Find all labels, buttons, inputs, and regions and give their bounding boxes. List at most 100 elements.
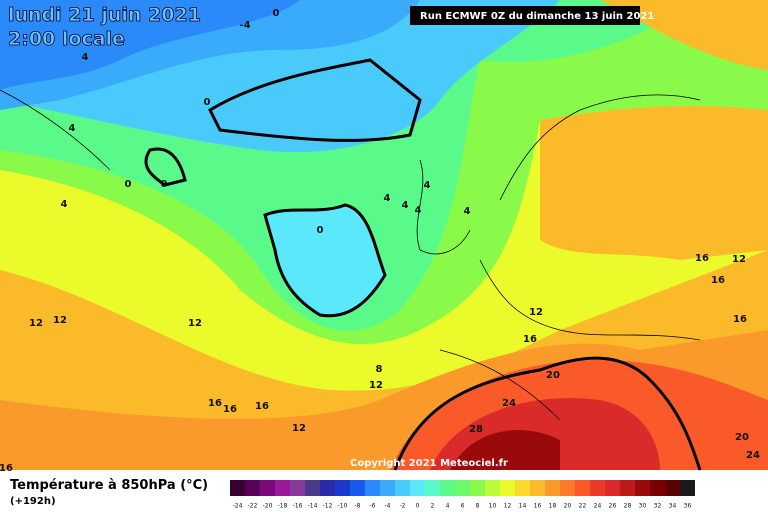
contour-label: 16 bbox=[223, 404, 237, 415]
contour-label: 16 bbox=[695, 253, 709, 264]
colorbar-label: 26 bbox=[609, 503, 617, 510]
colorbar-swatch bbox=[455, 480, 470, 496]
colorbar-label: 24 bbox=[594, 503, 602, 510]
colorbar-swatch bbox=[665, 480, 680, 496]
map-background bbox=[0, 0, 768, 470]
colorbar-swatch bbox=[545, 480, 560, 496]
colorbar-label: 28 bbox=[624, 503, 632, 510]
contour-label: 0 bbox=[161, 179, 168, 190]
colorbar-label: 32 bbox=[654, 503, 662, 510]
colorbar-label: 10 bbox=[489, 503, 497, 510]
colorbar-label: 8 bbox=[476, 503, 480, 510]
contour-label: 12 bbox=[732, 254, 746, 265]
contour-label: 12 bbox=[529, 307, 543, 318]
contour-label: 4 bbox=[424, 180, 431, 191]
contour-label: 0 bbox=[273, 8, 280, 19]
contour-label: -4 bbox=[239, 20, 250, 31]
run-box bbox=[410, 6, 640, 25]
contour-label: 20 bbox=[735, 432, 749, 443]
colorbar-swatch bbox=[305, 480, 320, 496]
contour-label: 4 bbox=[402, 200, 409, 211]
contour-label: 4 bbox=[415, 205, 422, 216]
contour-label: 20 bbox=[546, 370, 560, 381]
colorbar: -24 -22 -20 -18 -16 -14 -12 -10 -8 -6 -4 -2 0 2 4 6 8 10 1… bbox=[230, 480, 695, 510]
run-info: Run ECMWF 0Z du dimanche 13 juin 2021 bbox=[420, 11, 654, 22]
contour-label: 12 bbox=[53, 315, 67, 326]
colorbar-swatch bbox=[635, 480, 650, 496]
colorbar-swatch bbox=[605, 480, 620, 496]
colorbar-swatch bbox=[245, 480, 260, 496]
colorbar-swatch bbox=[620, 480, 635, 496]
colorbar-swatch bbox=[410, 480, 425, 496]
contour-label: 24 bbox=[502, 398, 516, 409]
contour-label: 12 bbox=[369, 380, 383, 391]
contour-label: 16 bbox=[208, 398, 222, 409]
colorbar-swatch bbox=[320, 480, 335, 496]
contour-label: 28 bbox=[469, 424, 483, 435]
colorbar-swatch bbox=[260, 480, 275, 496]
colorbar-swatch bbox=[650, 480, 665, 496]
colorbar-label: -8 bbox=[355, 503, 361, 510]
colorbar-swatch bbox=[275, 480, 290, 496]
colorbar-label: -14 bbox=[308, 503, 318, 510]
contour-label: 16 bbox=[523, 334, 537, 345]
contour-label: 24 bbox=[746, 450, 760, 461]
colorbar-swatch bbox=[530, 480, 545, 496]
colorbar-label: -2 bbox=[400, 503, 406, 510]
contour-label: 16 bbox=[733, 314, 747, 325]
colorbar-label: 22 bbox=[579, 503, 587, 510]
colorbar-swatch bbox=[395, 480, 410, 496]
colorbar-label: -4 bbox=[385, 503, 391, 510]
colorbar-label: 0 bbox=[416, 503, 420, 510]
colorbar-label: 36 bbox=[684, 503, 692, 510]
colorbar-swatch bbox=[560, 480, 575, 496]
contour-label: 0 bbox=[317, 225, 324, 236]
contour-label: 12 bbox=[292, 423, 306, 434]
colorbar-swatch bbox=[575, 480, 590, 496]
colorbar-swatch bbox=[470, 480, 485, 496]
coastlines bbox=[0, 89, 701, 421]
colorbar-label: 14 bbox=[519, 503, 527, 510]
colorbar-label: 12 bbox=[504, 503, 512, 510]
map-date: lundi 21 juin 2021 bbox=[8, 4, 201, 26]
contour-label: 4 bbox=[464, 206, 471, 217]
colorbar-swatch bbox=[365, 480, 380, 496]
copyright: Copyright 2021 Meteociel.fr bbox=[350, 458, 508, 469]
colorbar-swatch bbox=[515, 480, 530, 496]
colorbar-swatch bbox=[425, 480, 440, 496]
contour-label: 16 bbox=[711, 275, 725, 286]
colorbar-swatch bbox=[485, 480, 500, 496]
colorbar-label: 4 bbox=[446, 503, 450, 510]
colorbar-swatch bbox=[680, 480, 695, 496]
colorbar-swatch bbox=[290, 480, 305, 496]
contour-label: 4 bbox=[69, 123, 76, 134]
colorbar-swatch bbox=[590, 480, 605, 496]
colorbar-swatch bbox=[500, 480, 515, 496]
colorbar-swatch bbox=[380, 480, 395, 496]
colorbar-swatch bbox=[350, 480, 365, 496]
contour-label: 8 bbox=[376, 364, 383, 375]
contour-label: 4 bbox=[82, 52, 89, 63]
contour-label: 16 bbox=[0, 463, 13, 474]
colorbar-label: -18 bbox=[278, 503, 288, 510]
contour-label: 16 bbox=[255, 401, 269, 412]
colorbar-label: 34 bbox=[669, 503, 677, 510]
colorbar-swatch bbox=[335, 480, 350, 496]
legend-lead: (+192h) bbox=[10, 496, 56, 507]
colorbar-label: -10 bbox=[338, 503, 348, 510]
colorbar-label: -20 bbox=[263, 503, 273, 510]
contour-label: 12 bbox=[29, 318, 43, 329]
contour-label: 0 bbox=[125, 179, 132, 190]
colorbar-label: -6 bbox=[370, 503, 376, 510]
colorbar-swatch bbox=[230, 480, 245, 496]
colorbar-label: 18 bbox=[549, 503, 557, 510]
colorbar-label: 16 bbox=[534, 503, 542, 510]
colorbar-label: -22 bbox=[248, 503, 258, 510]
colorbar-label: 6 bbox=[461, 503, 465, 510]
contour-label: 12 bbox=[188, 318, 202, 329]
colorbar-label: 20 bbox=[564, 503, 572, 510]
colorbar-label: -24 bbox=[233, 503, 243, 510]
contour-label: 4 bbox=[384, 193, 391, 204]
